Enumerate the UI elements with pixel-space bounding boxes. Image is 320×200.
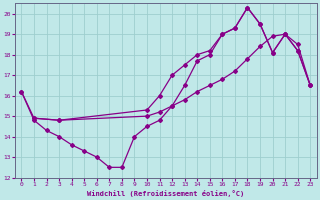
- X-axis label: Windchill (Refroidissement éolien,°C): Windchill (Refroidissement éolien,°C): [87, 190, 244, 197]
